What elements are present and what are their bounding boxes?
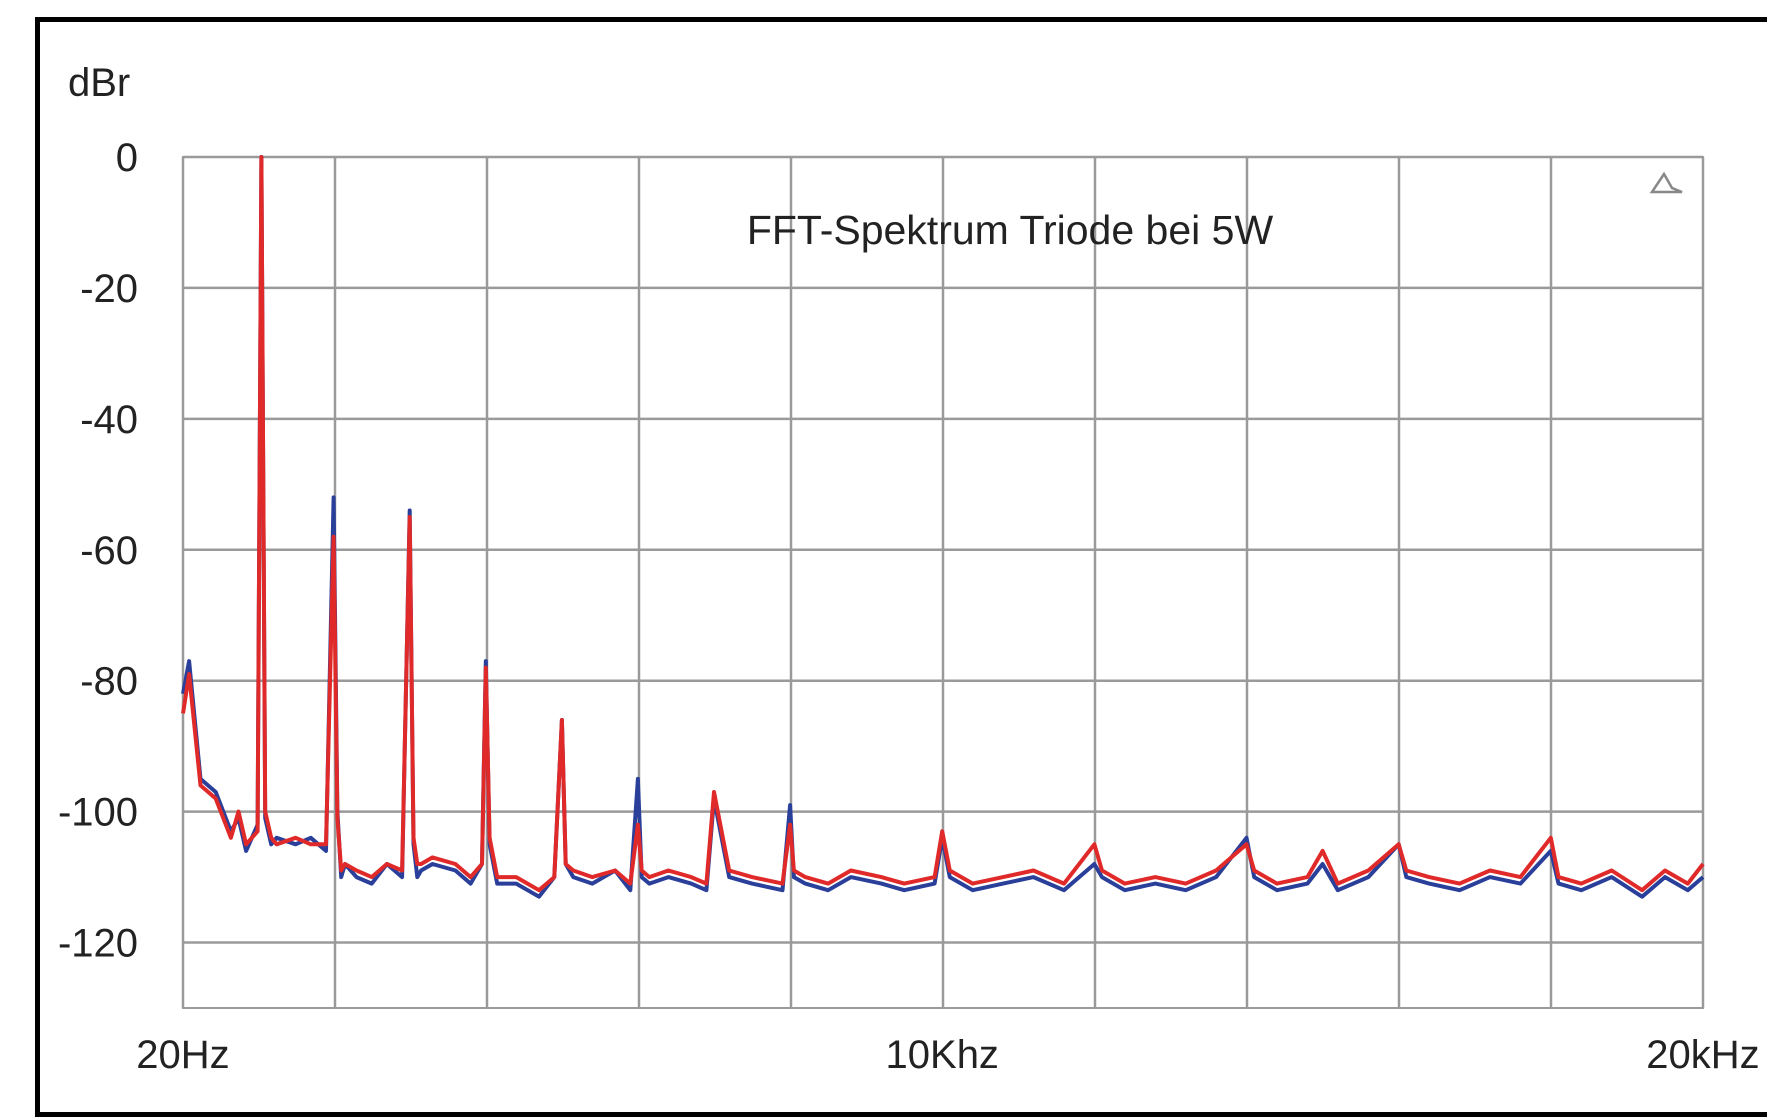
x-tick-label: 10Khz — [886, 1033, 999, 1077]
chart-grid — [181, 155, 1705, 1009]
y-axis-label: dBr — [68, 61, 130, 105]
y-axis-ticks: 0 -20 -40 -60 -80 -100 -120 — [58, 136, 138, 966]
x-tick-label: 20kHz — [1646, 1033, 1759, 1077]
y-tick-label: -100 — [58, 791, 138, 835]
series-line-2 — [181, 155, 1705, 893]
marker-icon — [1649, 171, 1683, 194]
chart-series — [181, 155, 1705, 899]
x-axis-ticks: 20Hz 10Khz 20kHz — [136, 1033, 1759, 1077]
y-tick-label: -20 — [80, 267, 138, 311]
y-tick-label: -120 — [58, 922, 138, 966]
chart-title: FFT-Spektrum Triode bei 5W — [747, 207, 1274, 253]
y-tick-label: -60 — [80, 529, 138, 573]
y-tick-label: -40 — [80, 398, 138, 442]
y-tick-label: 0 — [116, 136, 138, 180]
x-tick-label: 20Hz — [136, 1033, 229, 1077]
y-tick-label: -80 — [80, 660, 138, 704]
